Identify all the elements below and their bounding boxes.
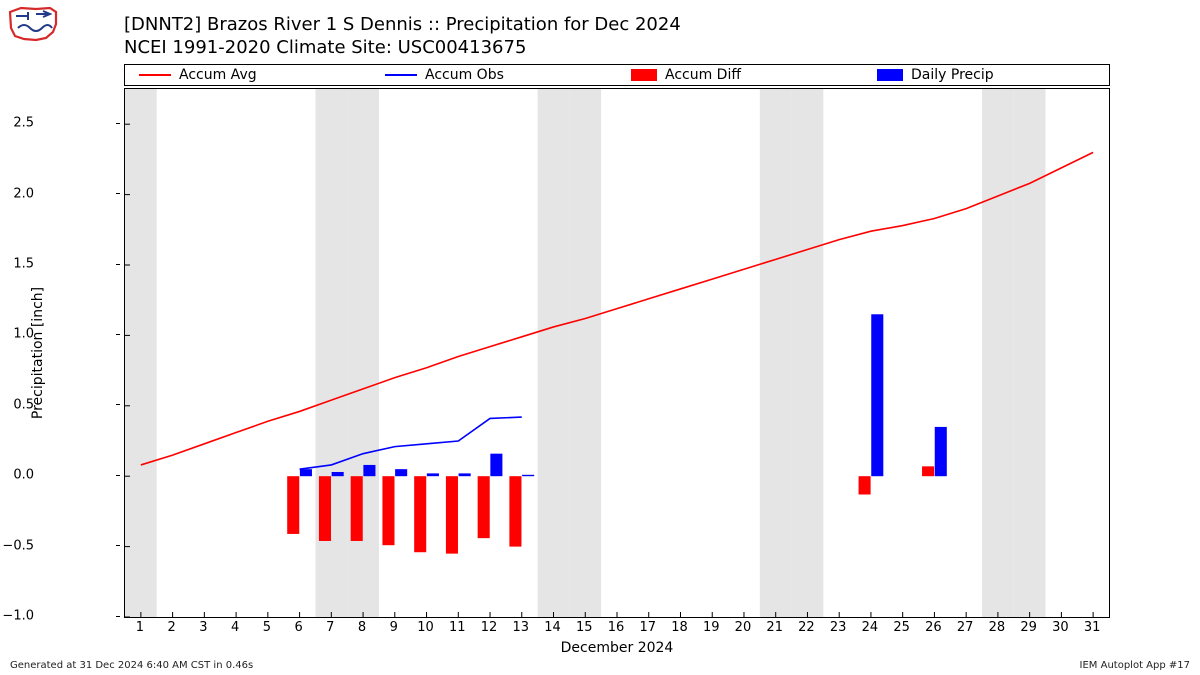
x-tick-label: 20 xyxy=(735,620,752,635)
title-line-2: NCEI 1991-2020 Climate Site: USC00413675 xyxy=(124,37,526,58)
x-tick-label: 13 xyxy=(512,620,529,635)
legend-entry: Accum Obs xyxy=(371,67,617,83)
x-tick-label: 5 xyxy=(263,620,271,635)
x-tick-label: 30 xyxy=(1052,620,1069,635)
legend-label: Accum Diff xyxy=(665,67,741,83)
plot-area xyxy=(124,88,1110,618)
x-axis-label: December 2024 xyxy=(561,640,674,656)
legend-swatch xyxy=(631,69,657,81)
legend-entry: Accum Diff xyxy=(617,67,863,83)
x-tick-label: 12 xyxy=(481,620,498,635)
y-tick-label: −0.5 xyxy=(2,538,34,553)
y-tick-label: 0.5 xyxy=(13,397,34,412)
legend-label: Accum Obs xyxy=(425,67,504,83)
chart-stage: [DNNT2] Brazos River 1 S Dennis :: Preci… xyxy=(0,0,1200,675)
legend-label: Daily Precip xyxy=(911,67,994,83)
y-tick-label: 1.0 xyxy=(13,327,34,342)
footer-generated: Generated at 31 Dec 2024 6:40 AM CST in … xyxy=(10,660,253,671)
x-tick-label: 18 xyxy=(671,620,688,635)
x-tick-label: 22 xyxy=(798,620,815,635)
legend: Accum Avg Accum Obs Accum Diff Daily Precip xyxy=(124,64,1110,86)
chart-title: [DNNT2] Brazos River 1 S Dennis :: Preci… xyxy=(124,14,681,59)
x-axis-ticks: 1234567891011121314151617181920212223242… xyxy=(124,620,1110,638)
x-tick-label: 17 xyxy=(639,620,656,635)
x-tick-label: 9 xyxy=(390,620,398,635)
y-axis-ticks: −1.0−0.50.00.51.01.52.02.5 xyxy=(0,88,120,618)
x-tick-label: 19 xyxy=(703,620,720,635)
footer-app: IEM Autoplot App #17 xyxy=(1080,660,1190,671)
x-tick-label: 31 xyxy=(1084,620,1101,635)
legend-swatch xyxy=(139,74,171,76)
y-tick-label: 2.0 xyxy=(13,186,34,201)
legend-entry: Daily Precip xyxy=(863,67,1109,83)
title-line-1: [DNNT2] Brazos River 1 S Dennis :: Preci… xyxy=(124,14,681,35)
x-tick-label: 25 xyxy=(893,620,910,635)
legend-swatch xyxy=(385,74,417,76)
y-tick-label: −1.0 xyxy=(2,609,34,624)
legend-label: Accum Avg xyxy=(179,67,257,83)
legend-swatch xyxy=(877,69,903,81)
x-tick-label: 11 xyxy=(449,620,466,635)
iem-logo xyxy=(6,4,60,48)
x-tick-label: 14 xyxy=(544,620,561,635)
x-tick-label: 28 xyxy=(989,620,1006,635)
x-tick-label: 8 xyxy=(358,620,366,635)
x-tick-label: 26 xyxy=(925,620,942,635)
x-tick-label: 2 xyxy=(167,620,175,635)
x-tick-label: 29 xyxy=(1020,620,1037,635)
y-tick-label: 0.0 xyxy=(13,468,34,483)
x-tick-label: 27 xyxy=(957,620,974,635)
x-tick-label: 24 xyxy=(862,620,879,635)
x-tick-label: 1 xyxy=(136,620,144,635)
x-tick-label: 15 xyxy=(576,620,593,635)
y-tick-label: 2.5 xyxy=(13,116,34,131)
x-tick-label: 3 xyxy=(199,620,207,635)
x-tick-label: 6 xyxy=(294,620,302,635)
x-tick-label: 16 xyxy=(608,620,625,635)
x-tick-label: 4 xyxy=(231,620,239,635)
legend-entry: Accum Avg xyxy=(125,67,371,83)
x-tick-label: 23 xyxy=(830,620,847,635)
x-tick-label: 10 xyxy=(417,620,434,635)
x-tick-label: 21 xyxy=(766,620,783,635)
x-tick-label: 7 xyxy=(326,620,334,635)
y-tick-label: 1.5 xyxy=(13,257,34,272)
